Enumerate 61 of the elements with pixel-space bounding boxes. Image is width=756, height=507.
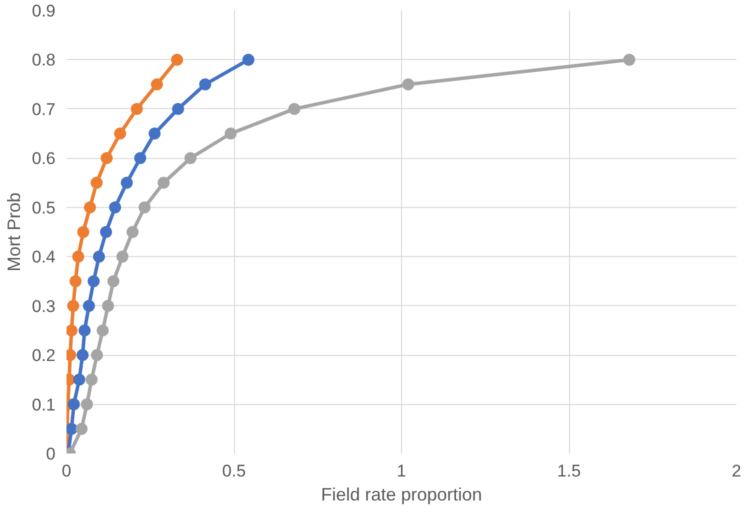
point [134, 152, 146, 164]
x-tick-label: 2 [732, 462, 742, 480]
point [100, 226, 112, 238]
point [100, 152, 113, 164]
y-tick-label: 0.1 [32, 395, 56, 414]
y-axis-title: Mort Prob [4, 192, 24, 272]
point [66, 324, 78, 336]
point [623, 54, 636, 66]
y-tick-label: 0.3 [32, 296, 56, 316]
point [73, 374, 86, 386]
x-tick-label: 0.5 [222, 462, 246, 480]
point [90, 349, 103, 362]
x-tick-label: 0 [62, 462, 72, 480]
point [130, 102, 143, 115]
y-tick-label: 0.7 [32, 100, 56, 119]
point [138, 201, 151, 214]
point [78, 324, 91, 336]
point [82, 300, 95, 312]
point [172, 102, 184, 115]
point [126, 226, 138, 238]
point [242, 54, 254, 66]
point [88, 275, 100, 288]
point [67, 300, 80, 312]
point [84, 201, 96, 214]
point [171, 54, 184, 66]
point [66, 422, 78, 435]
point [68, 398, 80, 410]
point [92, 250, 105, 263]
point [109, 201, 122, 214]
point [150, 78, 163, 90]
point [114, 128, 126, 140]
y-tick-label: 0.9 [32, 2, 56, 20]
point [70, 275, 82, 288]
point [72, 250, 84, 263]
y-tick-label: 0.8 [32, 50, 56, 70]
x-tick-label: 1.5 [557, 462, 581, 480]
point [76, 422, 88, 435]
point [158, 176, 170, 189]
point [199, 78, 212, 90]
point [184, 152, 196, 164]
point [402, 78, 414, 90]
x-axis-title: Field rate proportion [320, 484, 482, 504]
y-tick-label: 0.4 [32, 248, 56, 267]
y-tick-label: 0.6 [32, 149, 56, 168]
y-tick-label: 0.2 [32, 346, 56, 366]
point [86, 374, 98, 386]
x-tick-label: 1 [396, 462, 406, 480]
point [120, 176, 133, 189]
y-tick-label: 0 [46, 444, 56, 464]
point [107, 275, 120, 288]
point [148, 128, 161, 140]
point [90, 176, 103, 189]
point [96, 324, 109, 336]
point [116, 250, 128, 263]
point [102, 300, 114, 312]
point [224, 128, 237, 140]
point [77, 226, 90, 238]
point [76, 349, 89, 362]
y-tick-label: 0.5 [32, 198, 56, 218]
point [288, 102, 300, 115]
point [80, 398, 93, 410]
